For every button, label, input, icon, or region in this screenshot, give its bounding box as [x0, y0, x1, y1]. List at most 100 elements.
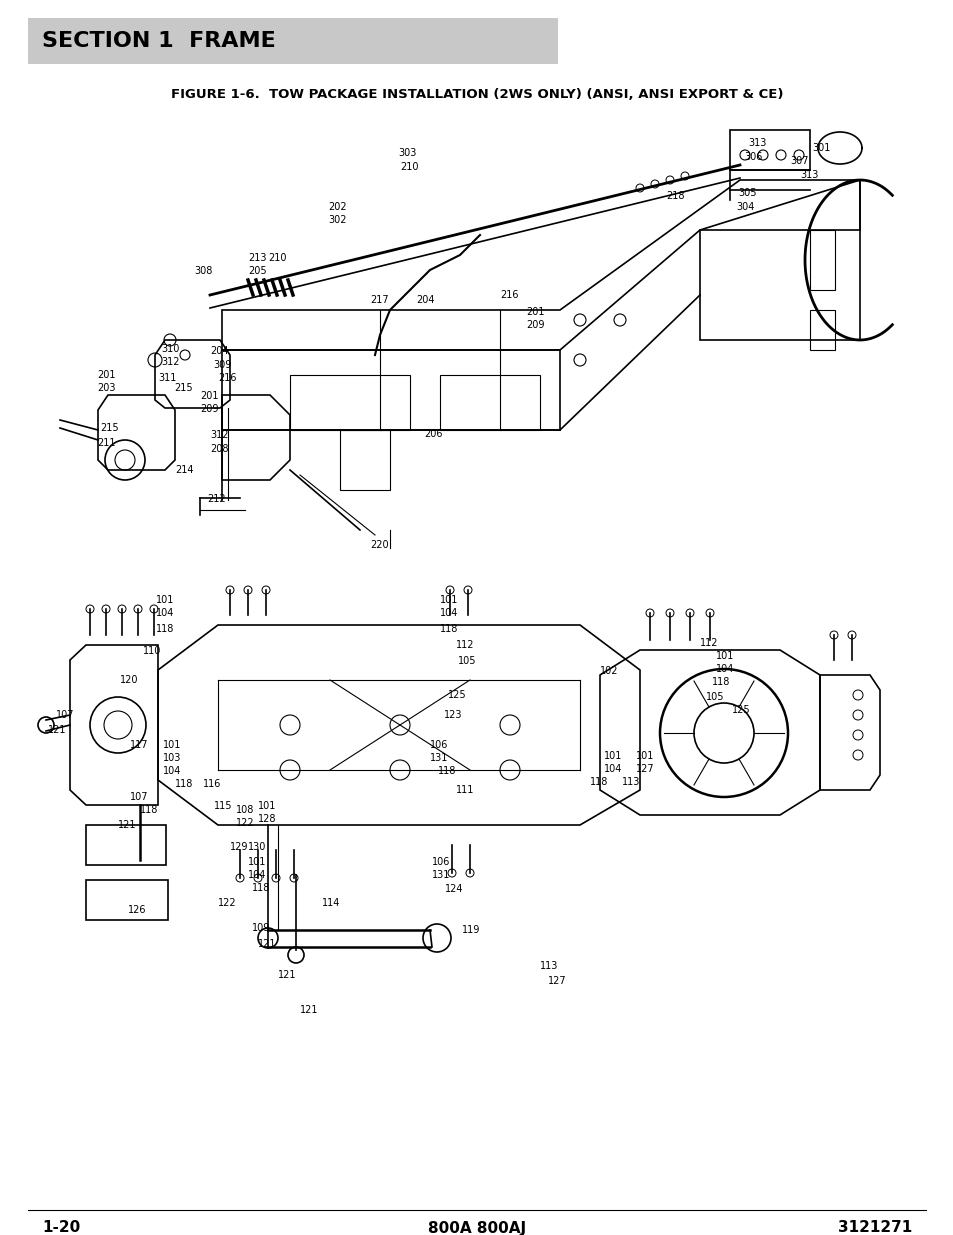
Text: 113: 113 — [621, 777, 639, 787]
Text: 118: 118 — [252, 883, 270, 893]
Text: 127: 127 — [547, 976, 566, 986]
Text: 131: 131 — [430, 753, 448, 763]
Text: 303: 303 — [397, 148, 416, 158]
Text: 127: 127 — [636, 764, 654, 774]
Bar — [86, 825, 166, 864]
Text: 121: 121 — [118, 820, 136, 830]
Text: 3121271: 3121271 — [837, 1220, 911, 1235]
Text: 213: 213 — [248, 253, 266, 263]
Text: 202: 202 — [328, 203, 346, 212]
Bar — [809, 230, 834, 290]
Text: 121: 121 — [257, 939, 276, 948]
Bar — [729, 130, 809, 170]
Bar — [28, 19, 558, 64]
Text: 211: 211 — [97, 438, 115, 448]
Text: 112: 112 — [700, 638, 718, 648]
Text: 201: 201 — [200, 391, 218, 401]
Text: 109: 109 — [252, 923, 270, 932]
Text: 118: 118 — [156, 624, 174, 634]
Text: 115: 115 — [213, 802, 233, 811]
Text: 209: 209 — [200, 404, 218, 414]
Text: 107: 107 — [56, 710, 74, 720]
Text: 302: 302 — [328, 215, 346, 225]
Text: 306: 306 — [743, 152, 761, 162]
Text: 106: 106 — [432, 857, 450, 867]
Text: 131: 131 — [432, 869, 450, 881]
Text: 216: 216 — [499, 290, 518, 300]
Text: 220: 220 — [370, 540, 388, 550]
Text: 203: 203 — [97, 383, 115, 393]
Text: 113: 113 — [539, 961, 558, 971]
Text: 308: 308 — [193, 266, 213, 275]
Text: 111: 111 — [456, 785, 474, 795]
Text: 121: 121 — [48, 725, 67, 735]
Text: 104: 104 — [248, 869, 266, 881]
Text: 121: 121 — [277, 969, 296, 981]
Text: 304: 304 — [735, 203, 754, 212]
Text: 205: 205 — [248, 266, 266, 275]
Text: 104: 104 — [439, 608, 457, 618]
Text: 201: 201 — [525, 308, 544, 317]
Text: 103: 103 — [163, 753, 181, 763]
Text: 210: 210 — [268, 253, 286, 263]
Text: 118: 118 — [589, 777, 608, 787]
Text: 104: 104 — [603, 764, 621, 774]
Text: 206: 206 — [423, 429, 442, 438]
Text: 101: 101 — [156, 595, 174, 605]
Text: 1-20: 1-20 — [42, 1220, 80, 1235]
Text: 209: 209 — [525, 320, 544, 330]
Text: 105: 105 — [457, 656, 476, 666]
Text: 305: 305 — [738, 188, 756, 198]
Text: 212: 212 — [207, 494, 226, 504]
Text: 118: 118 — [711, 677, 730, 687]
Text: 204: 204 — [210, 346, 229, 356]
Text: 107: 107 — [130, 792, 149, 802]
Text: 214: 214 — [174, 466, 193, 475]
Text: 218: 218 — [665, 191, 684, 201]
Text: 101: 101 — [163, 740, 181, 750]
Text: 114: 114 — [322, 898, 340, 908]
Text: 123: 123 — [443, 710, 462, 720]
Text: 102: 102 — [599, 666, 618, 676]
Bar — [439, 375, 539, 430]
Text: 101: 101 — [716, 651, 734, 661]
Text: 310: 310 — [161, 345, 179, 354]
Text: 301: 301 — [811, 143, 829, 153]
Text: 312: 312 — [210, 430, 229, 440]
Text: 118: 118 — [439, 624, 457, 634]
Text: 208: 208 — [210, 445, 229, 454]
Text: 101: 101 — [439, 595, 457, 605]
Text: 101: 101 — [636, 751, 654, 761]
Text: 130: 130 — [248, 842, 266, 852]
Text: 309: 309 — [213, 359, 232, 370]
Bar — [290, 375, 410, 430]
Text: 101: 101 — [603, 751, 621, 761]
Text: 126: 126 — [128, 905, 147, 915]
Text: 128: 128 — [257, 814, 276, 824]
Text: 800A 800AJ: 800A 800AJ — [428, 1220, 525, 1235]
Text: 125: 125 — [448, 690, 466, 700]
Text: 217: 217 — [370, 295, 388, 305]
Text: 119: 119 — [461, 925, 480, 935]
Text: 118: 118 — [140, 805, 158, 815]
Bar — [809, 310, 834, 350]
Text: 101: 101 — [257, 802, 276, 811]
Text: 125: 125 — [731, 705, 750, 715]
Text: 112: 112 — [456, 640, 474, 650]
Text: 118: 118 — [437, 766, 456, 776]
Text: 122: 122 — [235, 818, 254, 827]
Text: 106: 106 — [430, 740, 448, 750]
Text: 311: 311 — [158, 373, 176, 383]
Text: 215: 215 — [173, 383, 193, 393]
Text: 307: 307 — [789, 156, 807, 165]
Text: 101: 101 — [248, 857, 266, 867]
Text: 313: 313 — [747, 138, 765, 148]
Text: 104: 104 — [716, 664, 734, 674]
Text: 313: 313 — [800, 170, 818, 180]
Text: 201: 201 — [97, 370, 115, 380]
Text: 122: 122 — [218, 898, 236, 908]
Text: 104: 104 — [163, 766, 181, 776]
Text: 204: 204 — [416, 295, 434, 305]
Text: 105: 105 — [705, 692, 723, 701]
Text: 120: 120 — [120, 676, 138, 685]
